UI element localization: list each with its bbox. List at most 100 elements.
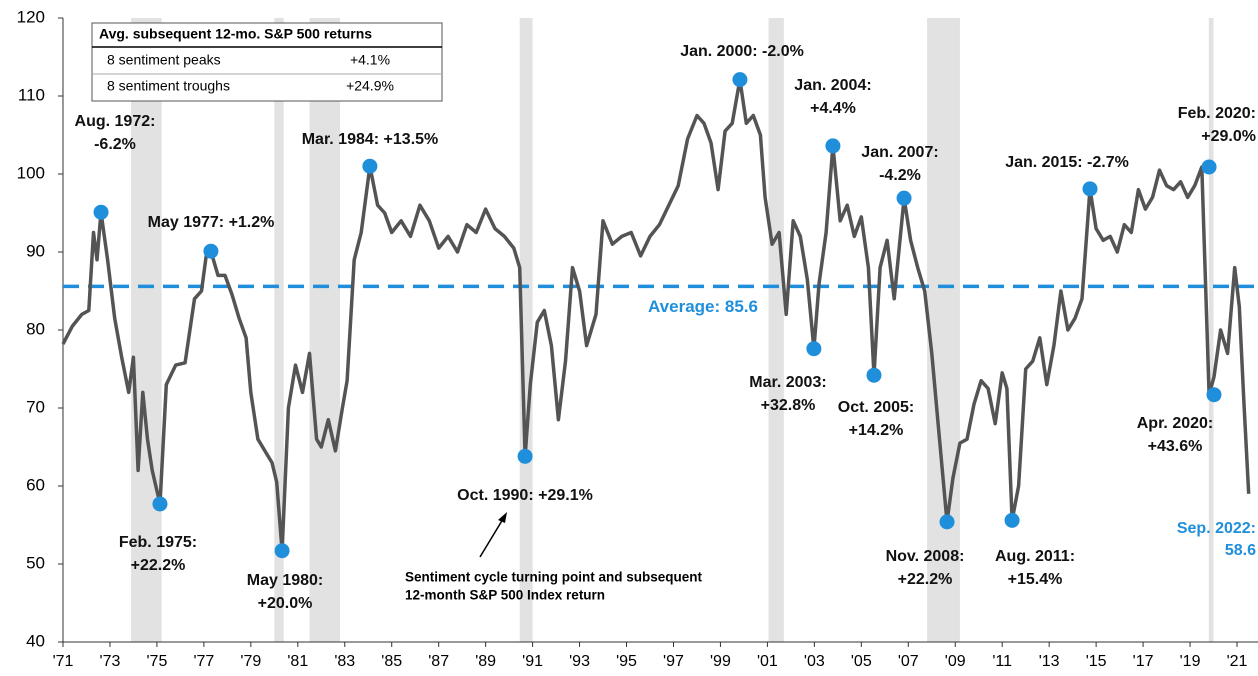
table-cell: 8 sentiment troughs	[107, 78, 230, 94]
turning-point	[1004, 512, 1020, 528]
recession-band	[1208, 18, 1214, 642]
turning-point	[274, 543, 290, 559]
y-tick-label: 50	[26, 553, 45, 572]
y-tick-label: 40	[26, 631, 45, 650]
turning-point-label: +22.2%	[898, 571, 953, 588]
turning-point	[866, 367, 882, 383]
turning-point-label: +29.0%	[1201, 128, 1256, 145]
latest-label: Sep. 2022:	[1177, 520, 1256, 537]
y-tick-label: 80	[26, 319, 45, 338]
note-text: Sentiment cycle turning point and subseq…	[405, 570, 703, 585]
turning-point-label: +32.8%	[761, 397, 816, 414]
x-tick-label: '99	[710, 653, 731, 670]
axis-layer: 40 50 60 70 80 90 100 110 120 '71 '73 '75 '77 '79 '81 '…	[17, 7, 1258, 670]
x-tick-label: '07	[898, 653, 919, 670]
x-tick-label: '05	[851, 653, 872, 670]
x-tick-label: '71	[53, 653, 74, 670]
y-tick-label: 70	[26, 397, 45, 416]
recession-band	[309, 18, 341, 642]
y-tick-label: 60	[26, 475, 45, 494]
annotation-layer: Average: 85.6 Aug. 1972: -6.2% Feb. 1975: +2…	[75, 43, 1257, 612]
x-tick-label: '79	[240, 653, 261, 670]
turning-point-label: Jan. 2004:	[794, 77, 871, 94]
note-arrow-head	[498, 512, 507, 523]
x-tick-label: '09	[945, 653, 966, 670]
recession-band	[519, 18, 533, 642]
x-tick-label: '03	[804, 653, 825, 670]
turning-point-label: +20.0%	[258, 595, 313, 612]
turning-point-label: Mar. 1984: +13.5%	[302, 131, 439, 148]
turning-point-label: Feb. 2020:	[1178, 105, 1256, 122]
x-tick-label: '85	[381, 653, 402, 670]
recession-layer	[131, 18, 1214, 642]
x-tick-label: '17	[1133, 653, 1154, 670]
average-label: Average: 85.6	[648, 297, 758, 316]
turning-point-label: Feb. 1975:	[119, 534, 197, 551]
note-arrow	[479, 518, 504, 558]
turning-point	[1082, 181, 1098, 197]
line-layer	[61, 77, 1258, 553]
turning-point	[93, 204, 109, 220]
turning-point-label: May 1977: +1.2%	[148, 214, 275, 231]
table-cell: +24.9%	[346, 78, 394, 94]
turning-point-label: Oct. 2005:	[838, 399, 914, 416]
x-tick-label: '75	[146, 653, 167, 670]
turning-point-label: +15.4%	[1008, 571, 1063, 588]
table-header: Avg. subsequent 12-mo. S&P 500 returns	[99, 26, 372, 42]
table-frame	[91, 22, 443, 102]
x-tick-label: '97	[663, 653, 684, 670]
turning-point	[896, 190, 912, 206]
note-text: 12-month S&P 500 Index return	[405, 588, 605, 603]
x-tick-label: '95	[616, 653, 637, 670]
turning-point	[939, 514, 955, 530]
turning-point-label: Mar. 2003:	[749, 374, 826, 391]
turning-point	[203, 243, 219, 259]
turning-point-label: -6.2%	[94, 136, 136, 153]
turning-point-label: +4.4%	[810, 100, 856, 117]
turning-point	[517, 448, 533, 464]
turning-point-label: -4.2%	[879, 167, 921, 184]
turning-point-label: Aug. 1972:	[75, 113, 156, 130]
turning-point	[732, 72, 748, 88]
turning-point	[825, 138, 841, 154]
turning-point-label: Oct. 1990: +29.1%	[457, 487, 593, 504]
table-cell: +4.1%	[350, 52, 390, 68]
x-tick-label: '19	[1180, 653, 1201, 670]
x-tick-label: '81	[287, 653, 308, 670]
x-tick-label: '87	[428, 653, 449, 670]
x-tick-label: '15	[1086, 653, 1107, 670]
summary-table: Avg. subsequent 12-mo. S&P 500 returns 8…	[91, 22, 443, 102]
x-tick-label: '77	[193, 653, 214, 670]
turning-point-label: +14.2%	[849, 422, 904, 439]
turning-point-label: Apr. 2020:	[1137, 415, 1213, 432]
x-tick-label: '93	[569, 653, 590, 670]
turning-point-label: Nov. 2008:	[886, 548, 965, 565]
turning-point	[1201, 159, 1217, 175]
latest-label: 58.6	[1225, 542, 1256, 559]
y-tick-label: 90	[26, 241, 45, 260]
turning-point	[1206, 387, 1222, 403]
turning-point	[806, 341, 822, 357]
turning-point-label: Aug. 2011:	[995, 548, 1075, 565]
recession-band	[768, 18, 784, 642]
y-tick-label: 100	[17, 163, 45, 182]
turning-point-label: +43.6%	[1148, 438, 1203, 455]
turning-point-label: Jan. 2007:	[861, 144, 938, 161]
x-tick-label: '21	[1227, 653, 1248, 670]
turning-point	[362, 158, 378, 174]
x-tick-label: '73	[100, 653, 121, 670]
turning-point-label: +22.2%	[131, 557, 186, 574]
turning-point-label: Jan. 2015: -2.7%	[1005, 154, 1129, 171]
x-tick-label: '89	[475, 653, 496, 670]
x-tick-label: '91	[522, 653, 543, 670]
turning-point-label: May 1980:	[247, 572, 324, 589]
sentiment-line	[61, 77, 1251, 553]
x-tick-label: '11	[992, 653, 1012, 670]
turning-point-label: Jan. 2000: -2.0%	[680, 43, 804, 60]
y-tick-label: 120	[17, 7, 45, 26]
recession-band	[927, 18, 960, 642]
recession-band	[274, 18, 284, 642]
table-cell: 8 sentiment peaks	[107, 52, 221, 68]
x-tick-label: '83	[334, 653, 355, 670]
